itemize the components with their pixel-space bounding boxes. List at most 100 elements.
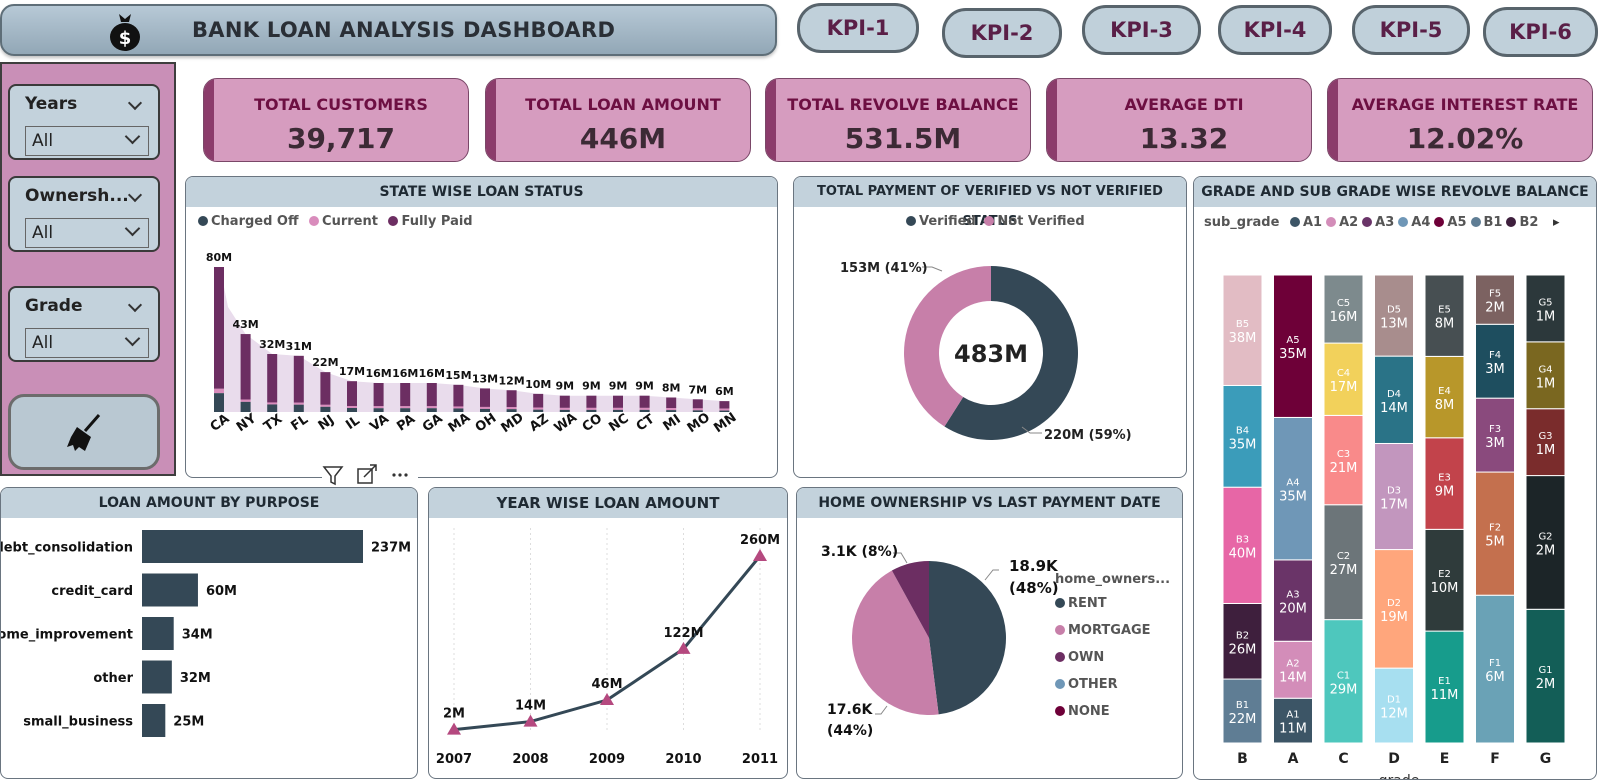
data-label: 12M	[498, 374, 524, 387]
stack-segment	[1374, 274, 1414, 357]
panel-title: HOME OWNERSHIP VS LAST PAYMENT DATE	[797, 488, 1182, 518]
segment-value: 1M	[1536, 376, 1556, 391]
segment-value: 12M	[1380, 707, 1408, 722]
segment-value: 17M	[1330, 380, 1358, 395]
segment-name: E4	[1438, 386, 1451, 397]
chevron-down-icon[interactable]	[127, 297, 143, 313]
stack-segment	[1374, 442, 1414, 551]
stack-segment	[1323, 414, 1364, 506]
data-label: 9M	[609, 380, 628, 393]
tick-label: other	[93, 671, 133, 686]
bar-fully-paid	[347, 381, 357, 406]
bar-current	[293, 402, 304, 405]
chevron-down-icon[interactable]	[127, 187, 143, 203]
segment-name: D5	[1387, 305, 1401, 316]
bar-fully-paid	[639, 395, 650, 408]
tick-label: FL	[288, 412, 311, 434]
legend-item: Not Verified	[997, 214, 1085, 229]
segment-value: 14M	[1380, 401, 1408, 416]
segment-value: 16M	[1330, 310, 1358, 325]
bar-fully-paid	[506, 390, 517, 408]
verified-status-panel: TOTAL PAYMENT OF VERIFIED VS NOT VERIFIE…	[793, 176, 1187, 478]
kpi-3-button[interactable]: KPI-3	[1082, 5, 1201, 55]
purpose-bar	[142, 660, 172, 694]
legend-item: A3	[1362, 215, 1394, 230]
panel-title: STATE WISE LOAN STATUS	[186, 177, 777, 207]
tick-label: CO	[580, 411, 605, 435]
kpi-label: TOTAL CUSTOMERS	[254, 95, 428, 114]
clear-filters-button[interactable]	[8, 394, 160, 470]
broom-icon	[67, 414, 101, 451]
years-dropdown[interactable]: All	[25, 126, 149, 156]
tick-label: MI	[661, 412, 684, 434]
grade-dropdown[interactable]: All	[25, 328, 149, 358]
tick-label: NY	[234, 411, 260, 435]
bar-charged-off	[692, 410, 703, 412]
tick-label: 2010	[665, 752, 701, 767]
stack-segment	[1222, 678, 1263, 744]
legend-title: sub_grade	[1204, 215, 1280, 230]
segment-name: B4	[1236, 425, 1249, 436]
stack-segment	[1273, 559, 1313, 642]
slice-label: 153M (41%)	[840, 261, 928, 276]
kpi-5-button[interactable]: KPI-5	[1352, 5, 1470, 55]
slice-label: (44%)	[827, 723, 873, 739]
home-chart-legend: home_owners... RENT MORTGAGE OWN OTHER NONE	[1055, 570, 1170, 725]
legend-item: MORTGAGE	[1055, 617, 1170, 644]
stack-segment	[1374, 549, 1414, 669]
segment-value: 40M	[1229, 546, 1257, 561]
tick-label: D	[1388, 751, 1400, 767]
legend-item: OWN	[1055, 644, 1170, 671]
pie-slice	[891, 561, 929, 638]
data-label: 237M	[371, 541, 411, 556]
segment-name: F3	[1489, 424, 1501, 435]
focus-mode-icon[interactable]	[357, 464, 377, 484]
segment-name: E2	[1438, 569, 1451, 580]
filter-icon[interactable]	[322, 466, 344, 486]
tick-label: C	[1338, 751, 1348, 767]
tick-label: NC	[606, 411, 631, 435]
segment-value: 8M	[1435, 317, 1455, 332]
bar-charged-off	[267, 404, 278, 412]
data-label: 9M	[635, 380, 654, 393]
data-label: 15M	[445, 369, 471, 382]
bar-fully-paid	[400, 383, 411, 407]
segment-value: 35M	[1229, 437, 1257, 452]
purpose-bar	[142, 704, 166, 737]
stack-segment	[1475, 274, 1515, 325]
kpi-6-button[interactable]: KPI-6	[1483, 7, 1598, 57]
bar-current	[426, 406, 437, 409]
slice-label: 220M (59%)	[1044, 428, 1132, 443]
data-label: 16M	[365, 367, 391, 380]
segment-value: 3M	[1485, 362, 1505, 377]
segment-value: 8M	[1435, 398, 1455, 413]
ownership-slicer: Ownersh... All	[8, 176, 160, 252]
stack-segment	[1273, 697, 1313, 744]
ownership-dropdown[interactable]: All	[25, 218, 149, 248]
kpi-2-button[interactable]: KPI-2	[942, 8, 1062, 58]
stack-segment	[1323, 274, 1364, 344]
bar-current	[373, 406, 384, 409]
donut-slice	[944, 266, 1078, 440]
legend-next-arrow-icon[interactable]: ▸	[1552, 215, 1560, 230]
bar-fully-paid	[373, 383, 384, 407]
segment-name: G2	[1538, 531, 1552, 542]
home-pie-chart: 18.9K (48%) 17.6K (44%) 3.1K (8%)	[821, 544, 1059, 739]
bar-fully-paid	[586, 395, 597, 408]
tick-label: 2009	[589, 752, 625, 767]
chevron-down-icon[interactable]	[127, 95, 143, 111]
kpi-4-button[interactable]: KPI-4	[1218, 5, 1332, 55]
purpose-bar	[142, 530, 363, 563]
grade-value: All	[32, 333, 54, 353]
more-options-icon[interactable]	[392, 473, 408, 477]
state-chart-legend: Charged Off Current Fully Paid	[198, 214, 473, 229]
stack-segment	[1525, 274, 1566, 343]
data-label: 16M	[392, 367, 418, 380]
segment-name: B2	[1236, 630, 1249, 641]
segment-value: 13M	[1380, 317, 1408, 332]
bar-current	[214, 388, 224, 394]
slice-label: 3.1K (8%)	[821, 544, 898, 560]
kpi-1-button[interactable]: KPI-1	[797, 3, 919, 53]
years-value: All	[32, 131, 54, 151]
segment-name: A2	[1286, 659, 1299, 670]
